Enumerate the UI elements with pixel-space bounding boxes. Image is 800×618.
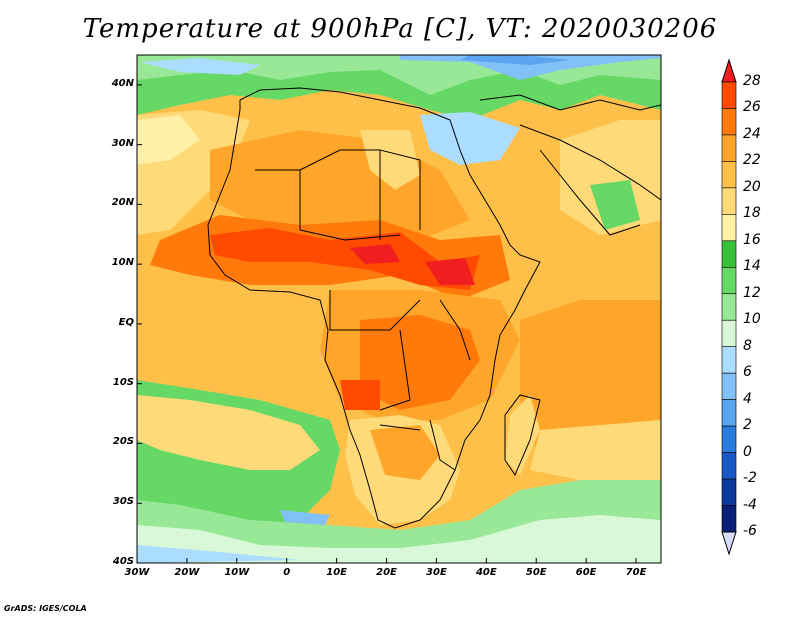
colorbar-segment bbox=[721, 214, 737, 242]
lon-label: 20W bbox=[174, 567, 200, 578]
lon-label: 10E bbox=[326, 567, 347, 578]
colorbar-tick-label: 2 bbox=[743, 417, 752, 434]
colorbar-segment bbox=[721, 346, 737, 374]
lon-label: 60E bbox=[575, 567, 597, 578]
colorbar-tick-label: 10 bbox=[743, 311, 761, 328]
colorbar-segment bbox=[721, 81, 737, 109]
colorbar-tick-label: -4 bbox=[743, 496, 757, 513]
colorbar-segment bbox=[721, 372, 737, 400]
lon-label: 70E bbox=[625, 567, 647, 578]
colorbar-tick-label: -2 bbox=[743, 470, 757, 487]
colorbar-segment bbox=[721, 478, 737, 506]
lat-label: 20N bbox=[111, 197, 134, 209]
lat-label: 40S bbox=[112, 556, 134, 567]
colorbar-segment bbox=[721, 266, 737, 295]
temperature-field bbox=[137, 55, 661, 563]
colorbar-segment bbox=[721, 319, 737, 348]
plot-frame bbox=[136, 54, 662, 564]
colorbar bbox=[721, 58, 737, 556]
colorbar-tick-label: 16 bbox=[743, 231, 761, 248]
lon-label: 50E bbox=[525, 567, 547, 578]
colorbar-tick-label: 4 bbox=[743, 390, 752, 407]
lat-label: 10S bbox=[112, 376, 134, 388]
chart-title: Temperature at 900hPa [C], VT: 202003020… bbox=[82, 14, 718, 44]
colorbar-segment bbox=[721, 293, 737, 321]
colorbar-segment bbox=[721, 187, 737, 215]
lon-label: 40E bbox=[475, 567, 497, 578]
colorbar-segment bbox=[721, 134, 737, 162]
colorbar-bottom-triangle bbox=[721, 531, 737, 556]
colorbar-tick-label: 18 bbox=[743, 205, 761, 222]
colorbar-tick-label: 14 bbox=[743, 258, 761, 275]
lat-label: EQ bbox=[118, 316, 134, 328]
colorbar-tick-label: 28 bbox=[743, 73, 761, 89]
colorbar-tick-label: 6 bbox=[743, 364, 752, 381]
lat-label: 10N bbox=[111, 257, 134, 269]
colorbar-tick-label: 22 bbox=[743, 152, 761, 169]
lat-label: 30S bbox=[112, 496, 134, 508]
lat-label: 20S bbox=[112, 436, 134, 448]
lat-label: 30N bbox=[111, 137, 134, 149]
lon-label: 10W bbox=[224, 567, 250, 578]
colorbar-segment bbox=[721, 108, 737, 136]
lon-label: 20E bbox=[376, 567, 397, 578]
lon-label: 30W bbox=[124, 567, 150, 578]
credit-text: GrADS: IGES/COLA bbox=[4, 604, 87, 613]
colorbar-tick-label: 8 bbox=[743, 337, 752, 354]
colorbar-segment bbox=[721, 399, 737, 427]
lon-label: 0 bbox=[283, 567, 291, 578]
colorbar-segment bbox=[721, 452, 737, 480]
coastlines bbox=[207, 87, 661, 529]
colorbar-tick-label: 26 bbox=[743, 99, 761, 116]
colorbar-segment bbox=[721, 505, 737, 533]
colorbar-tick-label: 24 bbox=[743, 125, 761, 142]
colorbar-tick-label: 0 bbox=[743, 443, 752, 460]
colorbar-tick-label: 20 bbox=[743, 178, 761, 195]
lat-label: 40N bbox=[111, 77, 134, 89]
lon-label: 30E bbox=[426, 567, 447, 578]
colorbar-segment bbox=[721, 161, 737, 189]
colorbar-top-triangle bbox=[721, 58, 737, 83]
colorbar-segment bbox=[721, 425, 737, 453]
axis-ticks bbox=[136, 84, 637, 564]
colorbar-tick-label: 12 bbox=[743, 284, 761, 301]
colorbar-tick-label: -6 bbox=[743, 523, 757, 539]
colorbar-segment bbox=[721, 240, 737, 268]
